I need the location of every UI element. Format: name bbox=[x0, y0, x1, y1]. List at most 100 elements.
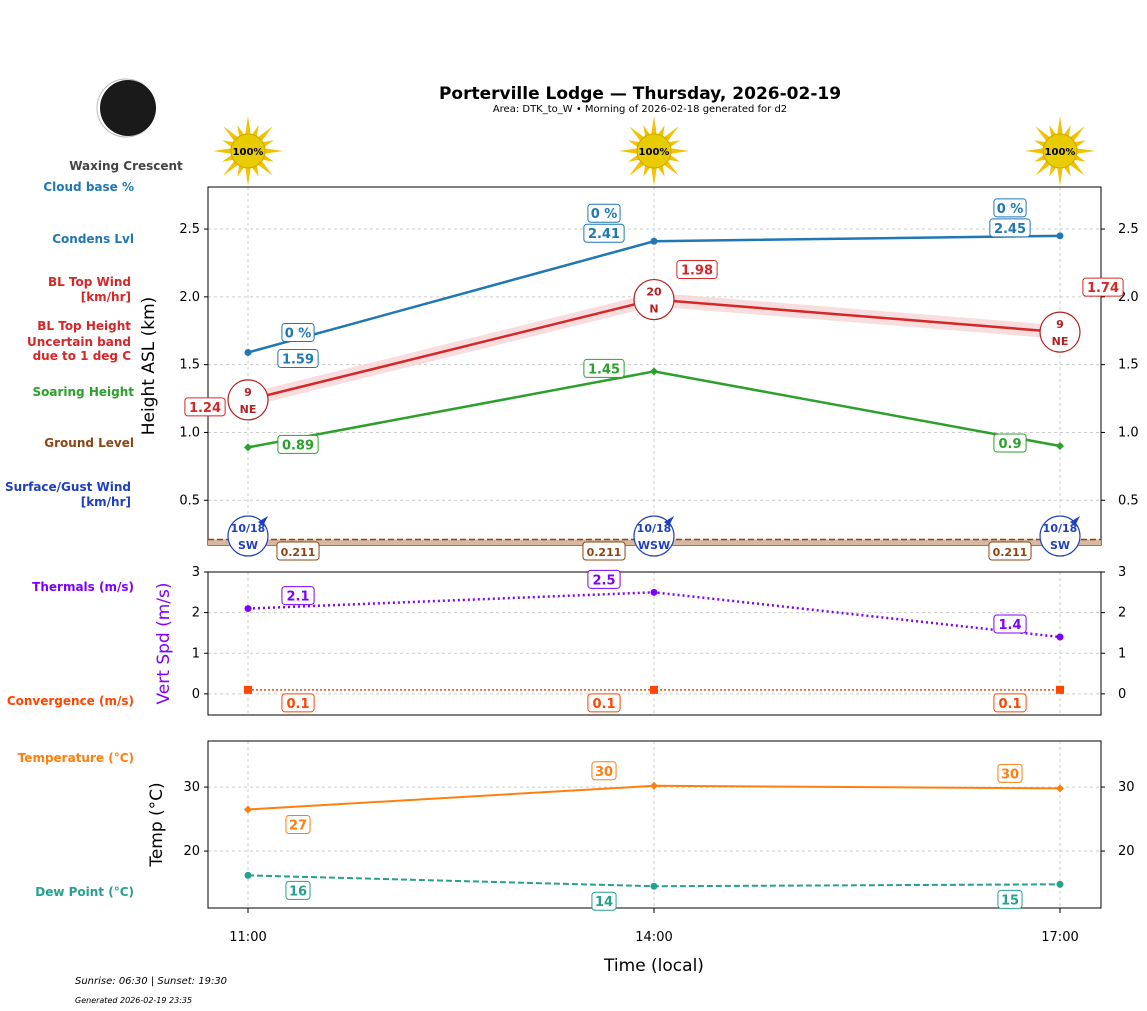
condens-level-label-box bbox=[277, 348, 319, 368]
y-tick-label-right: 3 bbox=[1118, 565, 1126, 580]
surface-wind-barb: 10/18 SW bbox=[1039, 515, 1081, 557]
temperature-label-group: 27 bbox=[285, 814, 311, 834]
y-tick-label: 30 bbox=[183, 780, 200, 795]
convergence-point bbox=[1056, 685, 1064, 694]
y-tick-label: 1.0 bbox=[179, 425, 200, 440]
convergence-label-box bbox=[587, 693, 621, 713]
bl-top-label-group: 1.98 bbox=[676, 260, 718, 280]
surface-wind-speed: 10/18 bbox=[637, 522, 672, 535]
sun-ray bbox=[651, 166, 657, 186]
bl-wind-speed: 9 bbox=[244, 386, 252, 399]
dew-point-label-group: 16 bbox=[285, 880, 311, 900]
sun-disc bbox=[636, 133, 672, 169]
y-axis-label: Temp (°C) bbox=[147, 782, 167, 867]
y-axis-label: Vert Spd (m/s) bbox=[154, 582, 174, 704]
dew-point-label: 15 bbox=[1001, 893, 1019, 908]
convergence-point bbox=[244, 685, 252, 694]
thermals-label: 1.4 bbox=[998, 618, 1021, 633]
convergence-point bbox=[650, 685, 658, 694]
bl-top-label-box bbox=[1082, 277, 1124, 297]
thermals-label-group: 2.1 bbox=[281, 586, 315, 606]
soaring-height-label-box bbox=[277, 434, 319, 454]
sun-ray bbox=[213, 148, 233, 154]
bl-wind-speed: 9 bbox=[1056, 318, 1064, 331]
temperature-label-group: 30 bbox=[591, 761, 617, 781]
sun-ray bbox=[629, 160, 645, 176]
surface-wind-barb: 10/18 SW bbox=[227, 515, 269, 557]
sun-ray bbox=[223, 160, 239, 176]
y-tick-label: 2 bbox=[192, 606, 200, 621]
convergence-label: 0.1 bbox=[286, 697, 309, 712]
sun-ray bbox=[651, 116, 657, 136]
bl-top-label: 1.98 bbox=[681, 264, 713, 279]
condens-level-point bbox=[1056, 232, 1064, 240]
condens-level-label-group: 2.41 bbox=[583, 223, 625, 243]
legend-label: Dew Point (°C) bbox=[35, 885, 134, 899]
legend-label: Temperature (°C) bbox=[18, 751, 134, 765]
sun-ray bbox=[1069, 126, 1085, 142]
thermals-label-box bbox=[281, 586, 315, 606]
legend-label-0: Cloud base % bbox=[43, 180, 134, 194]
dew-point-label: 14 bbox=[595, 895, 613, 910]
ground-level-label-group: 0.211 bbox=[582, 541, 626, 561]
surface-wind-speed: 10/18 bbox=[231, 522, 266, 535]
x-tick-label: 11:00 bbox=[229, 930, 266, 945]
dew-point-label-box bbox=[591, 891, 617, 911]
generated-timestamp: Generated 2026-02-19 23:35 bbox=[75, 996, 192, 1005]
soaring-height-label-box bbox=[993, 433, 1027, 453]
legend-label-6: Surface/Gust Wind [km/hr] bbox=[5, 480, 131, 509]
y-axis-label: Height ASL (km) bbox=[139, 297, 159, 436]
bl-top-label-group: 1.24 bbox=[184, 397, 226, 417]
y-tick-label: 2.0 bbox=[179, 290, 200, 305]
temperature-point bbox=[650, 781, 658, 790]
cloud-base-label-group: 0 % bbox=[281, 322, 315, 342]
condens-level-label: 2.45 bbox=[994, 222, 1026, 237]
surface-wind-barb: 10/18 WSW bbox=[633, 515, 675, 557]
y-tick-label-right: 1 bbox=[1118, 646, 1126, 661]
soaring-height-point bbox=[1056, 442, 1064, 451]
bl-top-wind-barb: 9 NE bbox=[227, 379, 269, 421]
soaring-height-label: 0.9 bbox=[998, 437, 1021, 452]
bl-wind-direction: NE bbox=[1052, 335, 1069, 348]
ground-level-label-box bbox=[988, 541, 1032, 561]
sun-ray bbox=[263, 148, 283, 154]
y-tick-label: 3 bbox=[192, 565, 200, 580]
convergence-label: 0.1 bbox=[592, 697, 615, 712]
sun-ray bbox=[1035, 126, 1051, 142]
cloud-base-label-group: 0 % bbox=[587, 203, 621, 223]
thermals-label-box bbox=[993, 614, 1027, 634]
bl-top-label-group: 1.74 bbox=[1082, 277, 1124, 297]
sun-icon: 100% bbox=[1025, 116, 1095, 186]
ground-level-label: 0.211 bbox=[993, 546, 1028, 559]
dew-point-label-box bbox=[997, 889, 1023, 909]
sun-disc bbox=[230, 133, 266, 169]
sun-disc bbox=[1042, 133, 1078, 169]
sun-ray bbox=[663, 126, 679, 142]
cloud-base-label-box bbox=[993, 198, 1027, 218]
sun-ray bbox=[245, 116, 251, 136]
sun-icon: 100% bbox=[213, 116, 283, 186]
soaring-height-label: 0.89 bbox=[282, 438, 314, 453]
thermals-label: 2.5 bbox=[592, 573, 615, 588]
y-tick-label: 1 bbox=[192, 646, 200, 661]
wind-circle bbox=[227, 515, 269, 557]
soaring-height-label-group: 0.89 bbox=[277, 434, 319, 454]
legend-label: Convergence (m/s) bbox=[7, 694, 134, 708]
x-tick-label: 14:00 bbox=[635, 930, 672, 945]
thermals-point bbox=[650, 588, 658, 596]
bl-wind-speed: 20 bbox=[646, 286, 662, 299]
temperature-label-group: 30 bbox=[997, 763, 1023, 783]
y-tick-label: 1.5 bbox=[179, 358, 200, 373]
temperature-label: 27 bbox=[289, 818, 307, 833]
cloud-base-label-box bbox=[587, 203, 621, 223]
moon-shadow-icon bbox=[100, 80, 156, 136]
condens-level-label: 1.59 bbox=[282, 352, 314, 367]
legend-label-1: Condens Lvl bbox=[52, 232, 134, 246]
ground-level-label-group: 0.211 bbox=[988, 541, 1032, 561]
y-tick-label-right: 2 bbox=[1118, 606, 1126, 621]
sun-ray bbox=[257, 126, 273, 142]
wind-circle bbox=[227, 379, 269, 421]
dew-point-point bbox=[244, 871, 252, 879]
temperature-label: 30 bbox=[1001, 767, 1019, 782]
cloud-base-label-box bbox=[281, 322, 315, 342]
